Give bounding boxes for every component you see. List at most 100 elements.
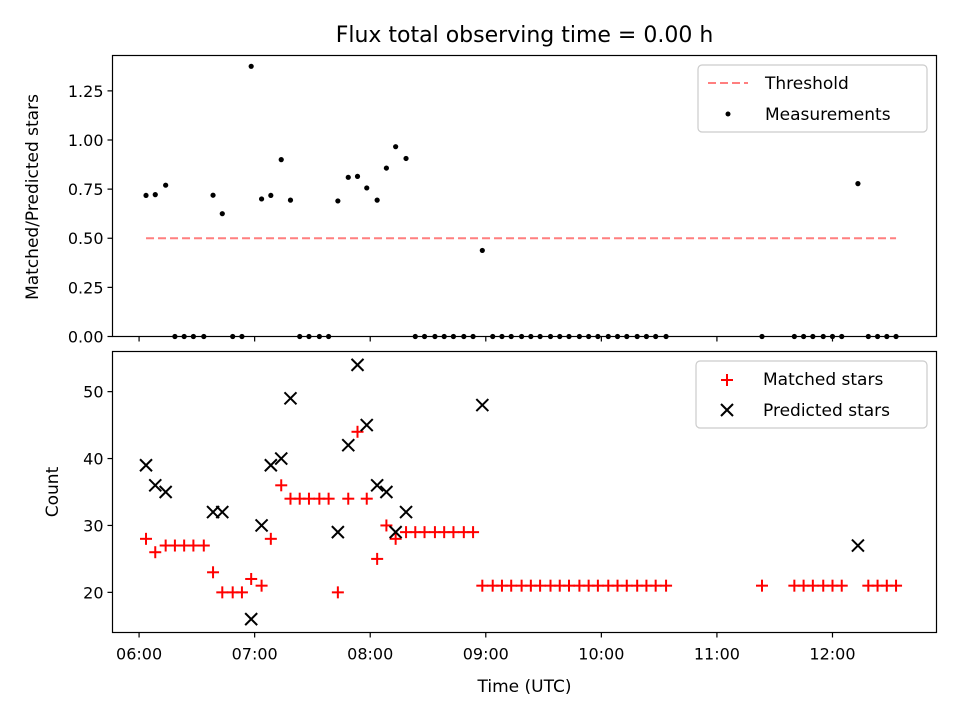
matched-star-point (389, 532, 402, 545)
y-tick-label-count: 20 (83, 583, 103, 602)
measurement-point (403, 155, 409, 162)
legend-bottom-frame (695, 360, 928, 429)
y-axis-label-ratio: Matched/Predicted stars (23, 94, 43, 300)
y-tick-label-ratio: 0.50 (68, 229, 104, 248)
predicted-star-point (148, 478, 162, 493)
matched-star-point (351, 425, 364, 438)
matched-star-point (534, 579, 547, 592)
predicted-star-point (158, 485, 173, 499)
measurement-point (383, 165, 389, 171)
matched-star-point (806, 579, 819, 592)
predicted-star-point (283, 391, 298, 406)
y-tick-label-count: 40 (83, 450, 103, 469)
measurement-point (855, 181, 861, 187)
x-tick-label: 12:00 (809, 645, 855, 664)
predicted-star-point (360, 418, 374, 432)
top-axes-ticks: 0.00 0.25 0.50 0.75 1.00 1.25 (68, 82, 834, 347)
x-axis-label: Time (UTC) (477, 677, 572, 697)
matched-star-point (207, 566, 220, 579)
measurement-point (335, 198, 341, 204)
legend-top: Threshold Measurements (697, 64, 928, 133)
measurement-point (278, 157, 284, 163)
matched-star-point (360, 492, 373, 505)
measurement-point (393, 144, 399, 150)
bottom-axes-frame (111, 350, 938, 634)
x-tick-label: 10:00 (578, 645, 624, 664)
measurement-point (287, 197, 294, 203)
x-tick-label: 07:00 (232, 645, 278, 664)
measurement-point (364, 185, 370, 191)
legend-matched-swatch (721, 374, 733, 386)
measurement-point (163, 182, 169, 188)
predicted-star-point (475, 398, 490, 412)
measurement-point (345, 174, 351, 180)
matched-star-point (380, 519, 393, 532)
legend-predicted-swatch (720, 403, 734, 417)
bottom-plot-area (139, 358, 903, 626)
predicted-star-point (341, 438, 355, 452)
matched-star-point (649, 579, 662, 592)
matched-star-point (322, 492, 335, 505)
matched-star-point (302, 492, 315, 505)
matched-star-point (187, 539, 200, 552)
predicted-star-point (215, 505, 229, 519)
legend-predicted-label: Predicted stars (763, 401, 890, 421)
y-tick-label-ratio: 1.00 (68, 131, 104, 150)
panel-counts: Count 20 30 40 50 Matched stars Predicted s… (43, 350, 938, 697)
legend-measurements-label: Measurements (765, 105, 891, 125)
matched-star-point (620, 579, 633, 592)
y-tick-label-count: 50 (83, 383, 103, 402)
matched-star-point (591, 579, 604, 592)
y-tick-label-ratio: 1.25 (68, 82, 104, 101)
matched-star-point (562, 579, 575, 592)
x-tick-label: 09:00 (463, 645, 509, 664)
predicted-star-point (350, 358, 365, 372)
measurement-point (219, 211, 225, 217)
legend-matched-label: Matched stars (763, 370, 883, 390)
predicted-star-point (370, 478, 384, 493)
predicted-star-point (264, 458, 278, 472)
matched-star-point (755, 579, 768, 592)
measurement-point (152, 192, 158, 198)
matched-star-point (275, 479, 288, 492)
legend-bottom: Matched stars Predicted stars (695, 360, 928, 429)
matched-star-point (371, 552, 384, 565)
matched-star-point (447, 526, 460, 539)
predicted-star-point (254, 518, 269, 533)
predicted-star-point (851, 538, 865, 553)
y-tick-label-ratio: 0.25 (68, 278, 104, 297)
matched-star-point (197, 539, 210, 552)
y-axis-label-count: Count (43, 466, 63, 517)
measurement-point (374, 197, 380, 203)
measurement-point (143, 192, 149, 199)
matched-star-point (216, 586, 229, 599)
predicted-star-point (139, 458, 153, 472)
matched-star-point (835, 579, 848, 592)
matched-star-point (890, 579, 903, 592)
matched-star-point (255, 579, 268, 592)
matched-star-point (467, 526, 480, 539)
legend-threshold-label: Threshold (764, 74, 849, 94)
y-tick-label-count: 30 (83, 516, 103, 535)
matched-star-point (660, 579, 673, 592)
x-tick-label: 08:00 (347, 645, 393, 664)
bottom-axes-ticks: 20 30 40 50 (83, 383, 113, 602)
panel-ratio: Matched/Predicted stars 0.00 0.25 0.50 0.75… (23, 54, 938, 347)
predicted-star-point (244, 612, 258, 626)
top-axes-frame (111, 54, 938, 338)
matched-star-point (140, 532, 153, 545)
matched-star-point (264, 532, 277, 545)
matched-star-point (235, 586, 248, 599)
matched-star-point (505, 579, 518, 592)
predicted-star-point (274, 451, 288, 466)
matched-star-point (342, 492, 355, 505)
x-axis-ticks: 06:00 07:00 08:00 09:00 10:00 11:00 12:00 (116, 632, 856, 664)
matched-star-point (418, 526, 431, 539)
matched-star-point (331, 586, 344, 599)
measurement-point (354, 173, 361, 179)
x-tick-label: 06:00 (116, 645, 162, 664)
x-tick-label: 11:00 (694, 645, 740, 664)
predicted-star-point (388, 525, 403, 539)
y-tick-label-ratio: 0.75 (68, 180, 104, 199)
